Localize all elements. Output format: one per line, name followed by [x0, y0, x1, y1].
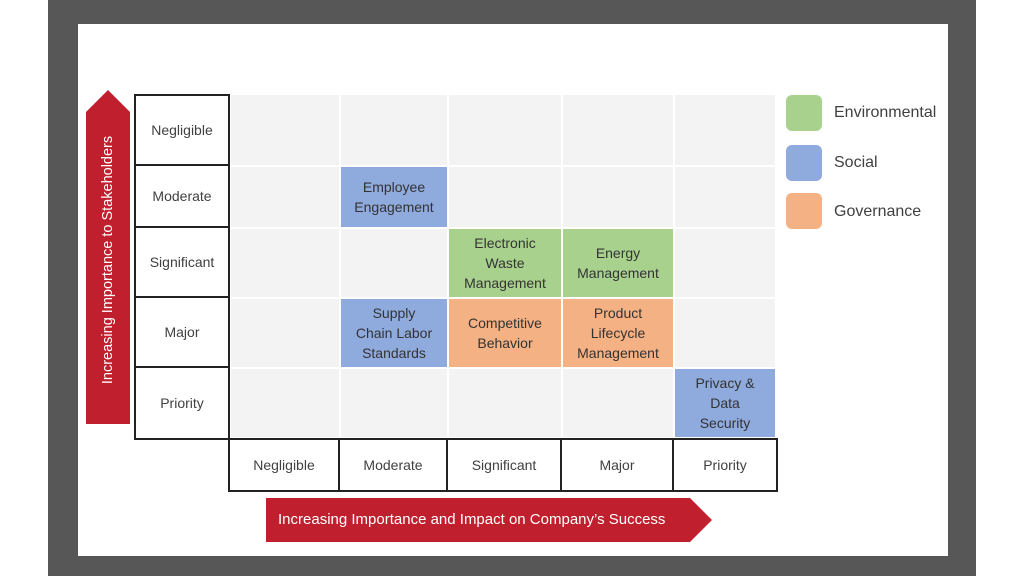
matrix-cell	[674, 166, 776, 228]
legend-swatch-governance	[786, 193, 822, 229]
matrix-cell	[562, 166, 674, 228]
matrix-cell	[562, 368, 674, 438]
legend-label-governance: Governance	[834, 203, 922, 220]
x-axis-arrow	[266, 498, 712, 542]
legend-label-environmental: Environmental	[834, 104, 937, 121]
matrix-cell	[448, 94, 562, 166]
col-label-priority: Priority	[674, 438, 778, 492]
matrix-cell	[562, 94, 674, 166]
issue-cell: Supply Chain Labor Standards	[340, 298, 448, 368]
legend-swatch-social	[786, 145, 822, 181]
matrix-cell	[230, 298, 340, 368]
matrix-cell	[340, 368, 448, 438]
matrix-cell	[230, 166, 340, 228]
col-label-moderate: Moderate	[340, 438, 448, 492]
col-label-major: Major	[562, 438, 674, 492]
col-label-significant: Significant	[448, 438, 562, 492]
matrix-cell	[230, 368, 340, 438]
row-label-negligible: Negligible	[134, 94, 230, 166]
issue-cell: Product Lifecycle Management	[562, 298, 674, 368]
issue-cell: Competitive Behavior	[448, 298, 562, 368]
matrix-cell	[340, 94, 448, 166]
matrix-cell	[674, 228, 776, 298]
row-label-major: Major	[134, 298, 230, 368]
y-axis-arrow	[86, 90, 130, 424]
matrix-cell	[340, 228, 448, 298]
y-axis-title: Increasing Importance to Stakeholders	[100, 135, 116, 385]
matrix-cell	[674, 94, 776, 166]
matrix-cell	[448, 368, 562, 438]
row-label-moderate: Moderate	[134, 166, 230, 228]
matrix-cell	[448, 166, 562, 228]
matrix-cell	[230, 94, 340, 166]
row-label-significant: Significant	[134, 228, 230, 298]
row-label-priority: Priority	[134, 368, 230, 440]
issue-cell: Privacy & Data Security	[674, 368, 776, 438]
issue-cell: Energy Management	[562, 228, 674, 298]
matrix-cell	[674, 298, 776, 368]
legend-swatch-environmental	[786, 95, 822, 131]
col-label-negligible: Negligible	[228, 438, 340, 492]
x-axis-title: Increasing Importance and Impact on Comp…	[278, 511, 666, 528]
issue-cell: Electronic Waste Management	[448, 228, 562, 298]
matrix-cell	[230, 228, 340, 298]
issue-cell: Employee Engagement	[340, 166, 448, 228]
legend-label-social: Social	[834, 154, 878, 171]
